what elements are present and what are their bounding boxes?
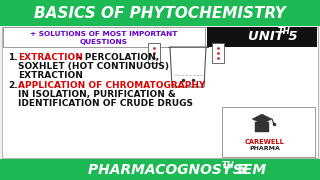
Text: IDENTIFICATION OF CRUDE DRUGS: IDENTIFICATION OF CRUDE DRUGS xyxy=(18,99,193,108)
FancyBboxPatch shape xyxy=(0,0,320,26)
Text: – PERCOLATION,: – PERCOLATION, xyxy=(74,53,159,62)
FancyBboxPatch shape xyxy=(0,159,320,180)
Text: TH: TH xyxy=(222,161,235,170)
Text: SOXHLET (HOT CONTINUOUS): SOXHLET (HOT CONTINUOUS) xyxy=(18,62,169,71)
Text: 2.: 2. xyxy=(8,81,18,90)
Text: APPLICATION OF CHROMATOGRAPHY: APPLICATION OF CHROMATOGRAPHY xyxy=(18,81,205,90)
Text: EXTRACTION: EXTRACTION xyxy=(18,53,83,62)
FancyBboxPatch shape xyxy=(222,107,315,157)
Text: + SOLUTIONS OF MOST IMPORTANT: + SOLUTIONS OF MOST IMPORTANT xyxy=(30,31,178,37)
Text: 1.: 1. xyxy=(8,53,18,62)
Text: IN ISOLATION, PURIFICATION &: IN ISOLATION, PURIFICATION & xyxy=(18,90,176,99)
Text: QUESTIONS: QUESTIONS xyxy=(80,39,128,45)
FancyBboxPatch shape xyxy=(2,27,318,158)
Text: CAREWELL: CAREWELL xyxy=(245,139,285,145)
Polygon shape xyxy=(252,114,272,124)
Text: TH: TH xyxy=(278,28,291,37)
Text: EXTRACTION: EXTRACTION xyxy=(18,71,83,80)
Text: PHARMA: PHARMA xyxy=(250,147,280,152)
FancyBboxPatch shape xyxy=(212,43,224,63)
FancyBboxPatch shape xyxy=(148,43,160,63)
Text: BASICS OF PHYTOCHEMISTRY: BASICS OF PHYTOCHEMISTRY xyxy=(34,6,286,21)
Text: SEM: SEM xyxy=(228,163,266,177)
Text: UNIT 5: UNIT 5 xyxy=(248,30,298,42)
Text: PHARMACOGNOSY 5: PHARMACOGNOSY 5 xyxy=(88,163,246,177)
FancyBboxPatch shape xyxy=(3,27,205,47)
FancyBboxPatch shape xyxy=(207,27,317,47)
FancyBboxPatch shape xyxy=(255,122,269,132)
